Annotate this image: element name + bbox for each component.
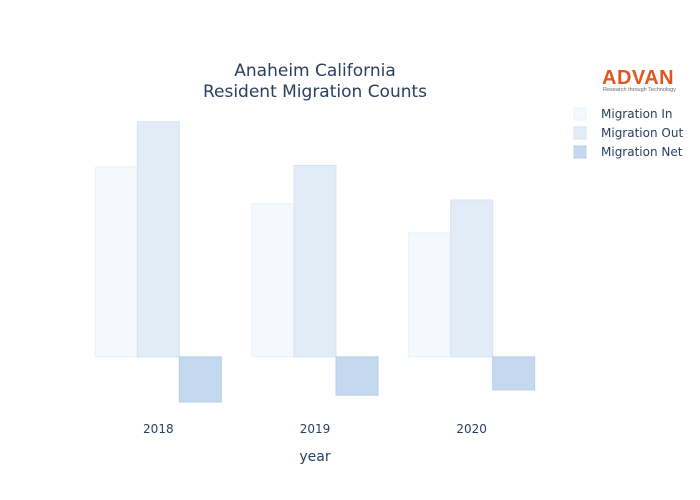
legend-swatch xyxy=(573,107,587,121)
x-tick-label: 2020 xyxy=(456,422,487,436)
legend[interactable]: Migration In Migration Out Migration Net xyxy=(573,107,683,159)
legend-item-migration-out[interactable]: Migration Out xyxy=(573,126,683,140)
legend-swatch xyxy=(573,145,587,159)
plot-area xyxy=(94,121,536,403)
bar-migration-in-2020[interactable] xyxy=(408,232,452,358)
bar-migration-net-2020[interactable] xyxy=(492,356,536,391)
advan-logo-tagline: Research through Technology xyxy=(603,87,676,93)
bar-migration-out-2019[interactable] xyxy=(293,164,337,358)
bar-migration-in-2019[interactable] xyxy=(251,203,295,358)
x-axis-title: year xyxy=(299,449,330,465)
bar-migration-out-2018[interactable] xyxy=(136,121,180,358)
bar-migration-net-2018[interactable] xyxy=(178,356,222,403)
x-axis-ticks: 2018 2019 2020 xyxy=(143,422,487,436)
x-tick-label: 2019 xyxy=(300,422,331,436)
legend-item-migration-net[interactable]: Migration Net xyxy=(573,145,683,159)
bar-migration-out-2020[interactable] xyxy=(450,199,494,358)
bar-migration-net-2019[interactable] xyxy=(335,356,379,396)
legend-label: Migration In xyxy=(601,107,673,121)
x-tick-label: 2018 xyxy=(143,422,174,436)
advan-logo-wordmark: ADVAN xyxy=(602,67,674,89)
legend-item-migration-in[interactable]: Migration In xyxy=(573,107,673,121)
legend-label: Migration Out xyxy=(601,126,683,140)
chart-title-line-2: Resident Migration Counts xyxy=(203,82,427,102)
advan-logo: ADVAN Research through Technology xyxy=(602,67,676,93)
bar-migration-in-2018[interactable] xyxy=(94,166,138,358)
chart-title-line-1: Anaheim California xyxy=(234,61,395,81)
legend-swatch xyxy=(573,126,587,140)
legend-label: Migration Net xyxy=(601,145,683,159)
